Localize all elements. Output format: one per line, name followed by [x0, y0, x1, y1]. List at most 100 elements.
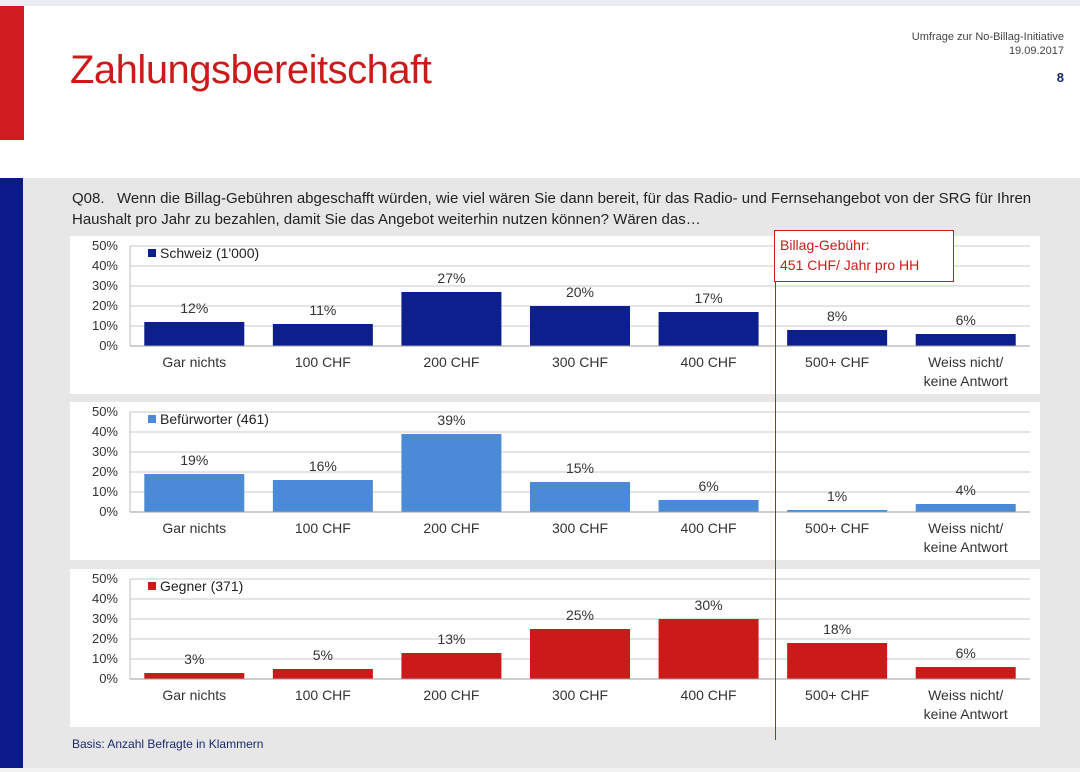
chart-panel-befuerworter: 0% 10% 20% 30% 40% 50% 19% Gar nichts 16% 100 CHF… — [70, 402, 1040, 560]
data-label: 15% — [566, 460, 594, 476]
y-tick-label: 50% — [92, 238, 118, 253]
bar — [144, 474, 245, 512]
category-label: 300 CHF — [552, 354, 608, 370]
bar — [658, 312, 759, 346]
legend-gegner: Gegner (371) — [148, 578, 243, 594]
bar — [144, 322, 245, 346]
data-label: 16% — [309, 458, 337, 474]
top-strip — [0, 0, 1080, 6]
y-tick-label: 30% — [92, 444, 118, 459]
category-label: 100 CHF — [295, 687, 351, 703]
category-label: 400 CHF — [681, 354, 737, 370]
y-tick-label: 0% — [99, 338, 118, 353]
bar — [658, 619, 759, 679]
question-body: Wenn die Billag-Gebühren abgeschafft wür… — [72, 190, 1032, 228]
legend-label: Befürworter (461) — [160, 411, 269, 427]
bar — [272, 480, 373, 512]
data-label: 5% — [313, 647, 333, 663]
data-label: 6% — [956, 645, 976, 661]
category-label: 500+ CHF — [805, 520, 869, 536]
chart-panel-gegner: 0% 10% 20% 30% 40% 50% 3% Gar nichts 5% 100 CHF 13… — [70, 569, 1040, 727]
y-tick-label: 10% — [92, 484, 118, 499]
legend-swatch — [148, 249, 156, 257]
data-label: 27% — [437, 270, 465, 286]
bar — [787, 510, 888, 512]
data-label: 12% — [180, 300, 208, 316]
category-label: Gar nichts — [162, 354, 226, 370]
category-label: keine Antwort — [924, 373, 1008, 389]
y-tick-label: 20% — [92, 464, 118, 479]
y-tick-label: 10% — [92, 651, 118, 666]
bar — [272, 324, 373, 346]
legend-label: Schweiz (1'000) — [160, 245, 260, 261]
y-tick-label: 50% — [92, 571, 118, 586]
data-label: 6% — [698, 478, 718, 494]
data-label: 6% — [956, 312, 976, 328]
brand-blue-tab — [0, 178, 23, 768]
y-tick-label: 30% — [92, 278, 118, 293]
legend-befuerworter: Befürworter (461) — [148, 411, 269, 427]
category-label: 300 CHF — [552, 687, 608, 703]
category-label: Weiss nicht/ — [928, 687, 1003, 703]
y-tick-label: 50% — [92, 404, 118, 419]
data-label: 3% — [184, 651, 204, 667]
page-title: Zahlungsbereitschaft — [70, 48, 432, 92]
y-tick-label: 40% — [92, 424, 118, 439]
data-label: 25% — [566, 607, 594, 623]
bar — [530, 306, 630, 346]
category-label: 400 CHF — [681, 520, 737, 536]
y-tick-label: 0% — [99, 504, 118, 519]
data-label: 20% — [566, 284, 594, 300]
category-label: Weiss nicht/ — [928, 520, 1003, 536]
category-label: 400 CHF — [681, 687, 737, 703]
bar — [658, 500, 759, 512]
bar — [787, 643, 888, 679]
bar — [915, 667, 1016, 679]
annotation-line-2: 451 CHF/ Jahr pro HH — [780, 257, 920, 273]
category-label: keine Antwort — [924, 706, 1008, 722]
bar — [401, 653, 502, 679]
header-meta: Umfrage zur No-Billag-Initiative 19.09.2… — [912, 30, 1064, 58]
billag-reference-line — [775, 282, 776, 740]
category-label: Gar nichts — [162, 687, 226, 703]
basis-note: Basis: Anzahl Befragte in Klammern — [72, 737, 264, 751]
data-label: 39% — [437, 412, 465, 428]
category-label: 200 CHF — [423, 354, 479, 370]
legend-swatch — [148, 415, 156, 423]
category-label: Weiss nicht/ — [928, 354, 1003, 370]
survey-date: 19.09.2017 — [1008, 45, 1064, 57]
data-label: 19% — [180, 452, 208, 468]
data-label: 11% — [309, 302, 336, 318]
category-label: 500+ CHF — [805, 354, 869, 370]
question-id: Q08. — [72, 190, 105, 207]
y-tick-label: 40% — [92, 258, 118, 273]
bar — [401, 434, 502, 512]
data-label: 13% — [437, 631, 465, 647]
bar — [787, 330, 888, 346]
bar — [530, 629, 630, 679]
data-label: 17% — [695, 290, 723, 306]
question-text: Q08. Wenn die Billag-Gebühren abgeschafft… — [72, 188, 1044, 230]
brand-red-tab — [0, 6, 24, 140]
y-tick-label: 20% — [92, 631, 118, 646]
chart-gegner: 0% 10% 20% 30% 40% 50% 3% Gar nichts 5% 100 CHF 13… — [92, 571, 1030, 722]
bar — [401, 292, 502, 346]
legend-swatch — [148, 582, 156, 590]
legend-schweiz: Schweiz (1'000) — [148, 245, 259, 261]
page-number: 8 — [1056, 70, 1064, 85]
bottom-strip — [0, 768, 1080, 772]
category-label: 100 CHF — [295, 520, 351, 536]
bar — [272, 669, 373, 679]
category-label: 300 CHF — [552, 520, 608, 536]
bar — [915, 334, 1016, 346]
y-tick-label: 30% — [92, 611, 118, 626]
data-label: 1% — [827, 488, 847, 504]
survey-name: Umfrage zur No-Billag-Initiative — [911, 31, 1064, 43]
y-tick-label: 20% — [92, 298, 118, 313]
annotation-line-1: Billag-Gebühr: — [780, 237, 870, 253]
bar — [144, 673, 245, 679]
category-label: 100 CHF — [295, 354, 351, 370]
y-tick-label: 10% — [92, 318, 118, 333]
data-label: 8% — [827, 308, 847, 324]
y-tick-label: 0% — [99, 671, 118, 686]
